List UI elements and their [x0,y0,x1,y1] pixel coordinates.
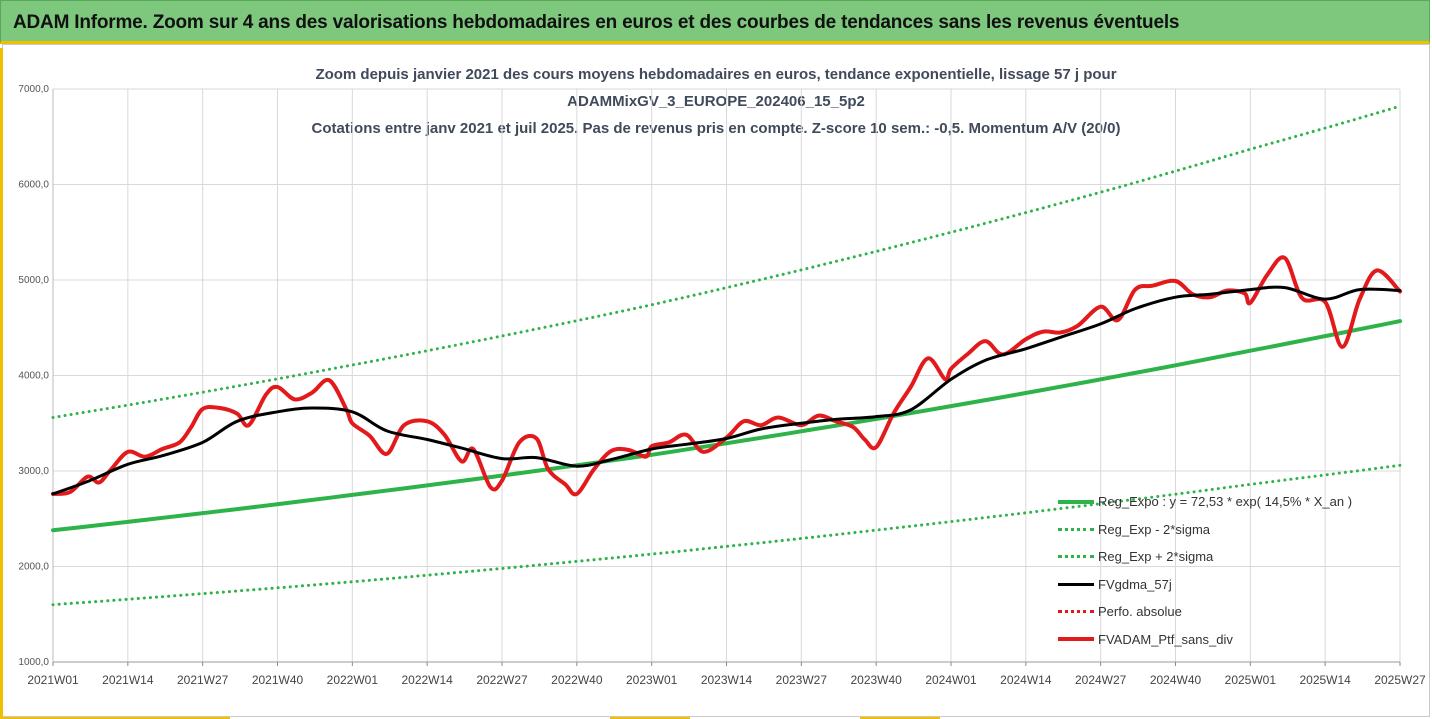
x-tick-label: 2024W27 [1075,673,1127,687]
chart-title-line-3: Cotations entre janv 2021 et juil 2025. … [311,120,1121,137]
report-title: ADAM Informe. Zoom sur 4 ans des valoris… [13,12,1180,33]
x-tick-label: 2021W01 [27,673,79,687]
legend-swatch-fvgdma [1058,582,1094,586]
legend-label-perfo-absolue: Perfo. absolue [1098,604,1182,620]
x-tick-label: 2024W40 [1150,673,1202,687]
legend-label-reg-exp-minus-2sigma: Reg_Exp - 2*sigma [1098,521,1210,537]
chart-legend: Reg_Expo : y = 72,53 * exp( 14,5% * X_an… [1058,488,1418,653]
legend-swatch-reg-exp-minus-2sigma [1058,527,1094,531]
legend-item-reg-expo: Reg_Expo : y = 72,53 * exp( 14,5% * X_an… [1058,488,1418,516]
x-tick-label: 2021W40 [252,673,304,687]
legend-item-fvgdma: FVgdma_57j [1058,571,1418,599]
reg-exp-plus-2sigma-line [51,104,1402,419]
left-accent-bar [0,48,3,719]
legend-label-fvadam-ptf: FVADAM_Ptf_sans_div [1098,631,1233,647]
y-tick-label: 2000,0 [18,562,49,573]
bottom-accent-bar-2 [610,717,690,719]
reg-exp-minus-2sigma-line [51,463,1402,607]
chart-title-line-2: ADAMMixGV_3_EUROPE_202406_15_5p2 [567,93,865,110]
x-tick-label: 2023W27 [776,673,828,687]
legend-item-reg-exp-minus-2sigma: Reg_Exp - 2*sigma [1058,516,1418,544]
y-tick-label: 5000,0 [18,275,49,286]
y-tick-label: 1000,0 [18,657,49,668]
x-tick-label: 2021W14 [102,673,154,687]
y-tick-label: 4000,0 [18,371,49,382]
fvgdma-line [51,285,1402,496]
x-tick-label: 2022W27 [476,673,528,687]
report-banner: ADAM Informe. Zoom sur 4 ans des valoris… [0,0,1430,44]
legend-label-reg-expo: Reg_Expo : y = 72,53 * exp( 14,5% * X_an… [1098,494,1353,510]
legend-item-perfo-absolue: Perfo. absolue [1058,598,1418,626]
legend-label-reg-exp-plus-2sigma: Reg_Exp + 2*sigma [1098,549,1214,565]
x-tick-label: 2025W14 [1299,673,1351,687]
chart-title-line-1: Zoom depuis janvier 2021 des cours moyen… [315,66,1117,83]
bottom-accent-bar-1 [0,717,230,719]
y-tick-label: 6000,0 [18,180,49,191]
chart-frame [2,44,1430,717]
x-tick-label: 2022W14 [401,673,453,687]
x-tick-label: 2022W40 [551,673,603,687]
legend-label-fvgdma: FVgdma_57j [1098,576,1172,592]
y-tick-label: 3000,0 [18,466,49,477]
x-tick-label: 2021W27 [177,673,229,687]
legend-swatch-reg-exp-plus-2sigma [1058,555,1094,559]
axis-layer: 1000,0 2000,0 3000,0 4000,0 5000,0 6000,0 7000… [18,84,1426,687]
fvadam-ptf-line [51,255,1402,497]
series-layer [51,104,1402,607]
legend-swatch-reg-expo [1058,499,1094,504]
x-tick-label: 2023W01 [626,673,678,687]
y-tick-label: 7000,0 [18,84,49,95]
x-tick-label: 2024W14 [1000,673,1052,687]
reg-expo-line [51,319,1402,533]
x-tick-label: 2025W27 [1374,673,1426,687]
x-tick-label: 2022W01 [327,673,379,687]
legend-item-reg-exp-plus-2sigma: Reg_Exp + 2*sigma [1058,543,1418,571]
x-tick-label: 2023W14 [701,673,753,687]
x-tick-label: 2025W01 [1225,673,1277,687]
legend-item-fvadam-ptf: FVADAM_Ptf_sans_div [1058,626,1418,654]
x-tick-label: 2024W01 [925,673,977,687]
legend-swatch-perfo-absolue [1058,610,1094,614]
x-tick-label: 2023W40 [850,673,902,687]
legend-swatch-fvadam-ptf [1058,637,1094,642]
bottom-accent-bar-3 [860,717,940,719]
